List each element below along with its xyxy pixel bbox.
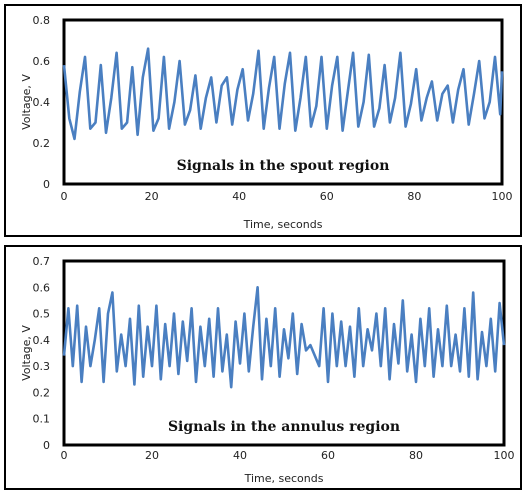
- annulus-y-tick-label: 0.1: [33, 413, 51, 426]
- annulus-x-tick-label: 0: [61, 449, 68, 462]
- spout-x-tick-label: 0: [61, 190, 68, 203]
- annulus-signal-chart: 0 0.1 0.2 0.3 0.4 0.5 0.6 0.7 0 20 40 60 80 100 Time, …: [20, 255, 515, 485]
- annulus-y-tick-label: 0.3: [33, 360, 51, 373]
- spout-x-tick-label: 60: [320, 190, 334, 203]
- spout-signal-line: [62, 47, 504, 141]
- annulus-y-tick-label: 0.7: [33, 255, 51, 268]
- annulus-y-tick-label: 0.4: [33, 334, 51, 347]
- annulus-x-tick-label: 20: [145, 449, 159, 462]
- chart-panel-spout: 0 0.2 0.4 0.6 0.8 0 20 40 60 80 100 Time, seconds Vo…: [4, 4, 522, 237]
- spout-y-tick-label: 0.4: [33, 96, 51, 109]
- annulus-x-tick-label: 80: [409, 449, 423, 462]
- spout-x-tick-label: 80: [407, 190, 421, 203]
- spout-y-tick-label: 0.2: [33, 137, 51, 150]
- annulus-x-tick-label: 60: [321, 449, 335, 462]
- annulus-y-tick-label: 0.5: [33, 308, 51, 321]
- spout-x-tick-label: 20: [145, 190, 159, 203]
- spout-signal-chart: 0 0.2 0.4 0.6 0.8 0 20 40 60 80 100 Time, seconds Vo…: [20, 14, 513, 231]
- spout-region-annotation: Signals in the spout region: [177, 158, 390, 174]
- annulus-x-axis-label: Time, seconds: [244, 472, 324, 485]
- spout-x-tick-label: 100: [492, 190, 513, 203]
- annulus-plot-area: [62, 259, 506, 447]
- annulus-signal-line: [62, 285, 506, 389]
- annulus-region-annotation: Signals in the annulus region: [168, 419, 400, 435]
- annulus-x-tick-label: 100: [494, 449, 515, 462]
- spout-x-axis-label: Time, seconds: [243, 218, 323, 231]
- annulus-y-tick-label: 0: [43, 439, 50, 452]
- annulus-y-tick-label: 0.2: [33, 386, 51, 399]
- spout-y-tick-label: 0.8: [33, 14, 51, 27]
- annulus-y-tick-label: 0.6: [33, 281, 51, 294]
- spout-y-tick-label: 0.6: [33, 55, 51, 68]
- spout-y-axis-label: Voltage, V: [20, 74, 33, 130]
- annulus-x-tick-label: 40: [233, 449, 247, 462]
- chart-panel-annulus: 0 0.1 0.2 0.3 0.4 0.5 0.6 0.7 0 20 40 60 80 100 Time, …: [4, 245, 522, 490]
- spout-x-tick-label: 40: [232, 190, 246, 203]
- annulus-y-axis-label: Voltage, V: [20, 325, 33, 381]
- spout-y-tick-label: 0: [43, 178, 50, 191]
